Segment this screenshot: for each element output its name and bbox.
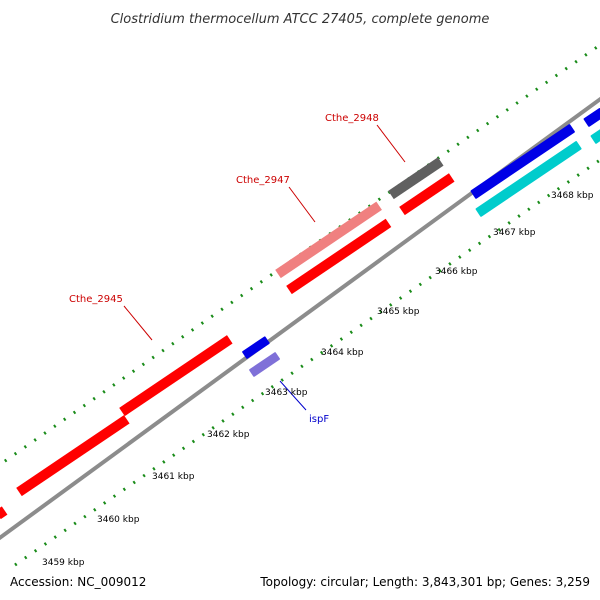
map-title: Clostridium thermocellum ATCC 27405, com… [111, 12, 490, 27]
gene-cds-bar[interactable] [16, 415, 130, 497]
gene-cds-bar[interactable] [399, 173, 455, 216]
scale-label: 3467 kbp [493, 228, 536, 238]
scale-label: 3465 kbp [377, 307, 420, 317]
gene-Cthe_2947[interactable] [275, 201, 382, 279]
gene-label: Cthe_2947 [236, 175, 290, 186]
gene-label: Cthe_2945 [69, 294, 123, 305]
reverse-strand-features [242, 108, 600, 377]
inner-tick-ring [14, 158, 600, 567]
scale-label: 3459 kbp [42, 558, 85, 568]
scale-label: 3466 kbp [435, 267, 478, 277]
accession-text: Accession: NC_009012 [10, 575, 146, 589]
label-leader [376, 124, 406, 163]
scale-label: 3460 kbp [97, 515, 140, 525]
scale-label: 3464 kbp [321, 348, 364, 358]
label-leader [279, 380, 307, 411]
genome-backbone [0, 96, 600, 541]
scale-label: 3461 kbp [152, 472, 195, 482]
gene-cds-bar[interactable] [0, 506, 8, 520]
label-leader [288, 186, 316, 223]
gene-Cthe_2948[interactable] [388, 157, 444, 200]
label-leader [123, 305, 153, 341]
gene-cds-bar[interactable] [286, 218, 392, 295]
gene-ispF[interactable] [242, 336, 281, 377]
scale-label: 3468 kbp [551, 191, 594, 201]
forward-strand-features [0, 157, 455, 520]
gene-label: ispF [309, 414, 329, 425]
scale-label: 3462 kbp [207, 430, 250, 440]
scale-label: 3463 kbp [265, 388, 308, 398]
genome-summary-text: Topology: circular; Length: 3,843,301 bp… [259, 575, 590, 589]
gene-cds-bar[interactable] [119, 335, 233, 417]
gene-label: Cthe_2948 [325, 113, 379, 124]
